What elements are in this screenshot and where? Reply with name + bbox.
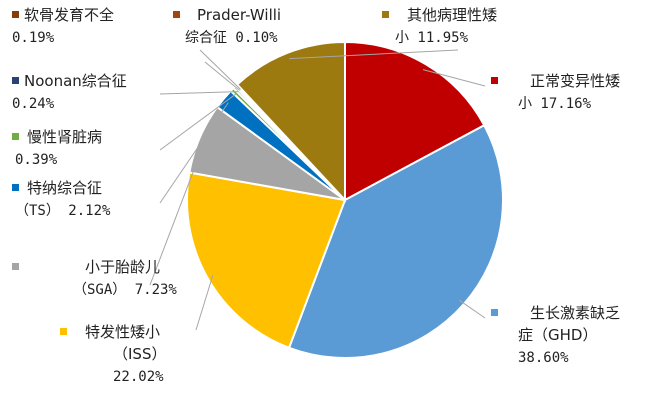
- slice-label: 软骨发育不全: [24, 6, 114, 24]
- pie-slice: [344, 40, 486, 202]
- slice-label: 小于胎龄儿: [85, 258, 160, 276]
- slice-label: 22.02%: [113, 369, 164, 385]
- leader-line: [204, 61, 240, 91]
- leader-line: [159, 102, 229, 204]
- leader-line: [459, 299, 486, 319]
- leader-line: [159, 93, 237, 151]
- slice-label: （TS） 2.12%: [15, 203, 111, 219]
- leader-line: [422, 69, 486, 87]
- slice-label: 0.39%: [15, 152, 58, 168]
- slice-label: 特发性矮小: [85, 323, 160, 341]
- legend-marker: [60, 328, 67, 335]
- leader-line: [159, 91, 239, 95]
- slice-label: 综合征 0.10%: [185, 30, 278, 46]
- pie-slice: [287, 123, 504, 359]
- slice-label: 正常变异性矮: [530, 72, 620, 90]
- slice-label: 0.24%: [12, 96, 55, 112]
- slice-label: 小 17.16%: [518, 96, 592, 112]
- legend-marker: [12, 11, 19, 18]
- slice-label: 特纳综合征: [27, 179, 102, 197]
- leader-line: [199, 49, 241, 90]
- slice-label: 慢性肾脏病: [27, 128, 102, 146]
- pie-slice: [235, 40, 346, 203]
- slice-label: （SGA） 7.23%: [73, 282, 177, 298]
- slice-label: 0.19%: [12, 30, 55, 46]
- slice-label: 其他病理性矮: [407, 6, 497, 24]
- leader-line: [149, 140, 206, 286]
- legend-marker: [12, 77, 19, 84]
- legend-marker: [491, 77, 498, 84]
- legend-marker: [12, 133, 19, 140]
- legend-marker: [382, 11, 389, 18]
- slice-label: 38.60%: [518, 350, 569, 366]
- legend-marker: [173, 11, 180, 18]
- legend-marker: [12, 184, 19, 191]
- slice-label: 生长激素缺乏: [530, 304, 620, 322]
- pie-slices: [186, 40, 504, 359]
- slice-label: 症（GHD）: [518, 326, 597, 344]
- slice-label: Noonan综合征: [24, 72, 127, 90]
- slice-label: （ISS）: [113, 345, 166, 363]
- legend-marker: [491, 309, 498, 316]
- leader-line: [289, 49, 459, 60]
- slice-label: Prader-Willi: [197, 6, 281, 24]
- leader-line: [195, 274, 214, 331]
- slice-label: 小 11.95%: [395, 30, 469, 46]
- pie-slice: [186, 171, 347, 350]
- legend-marker: [12, 263, 19, 270]
